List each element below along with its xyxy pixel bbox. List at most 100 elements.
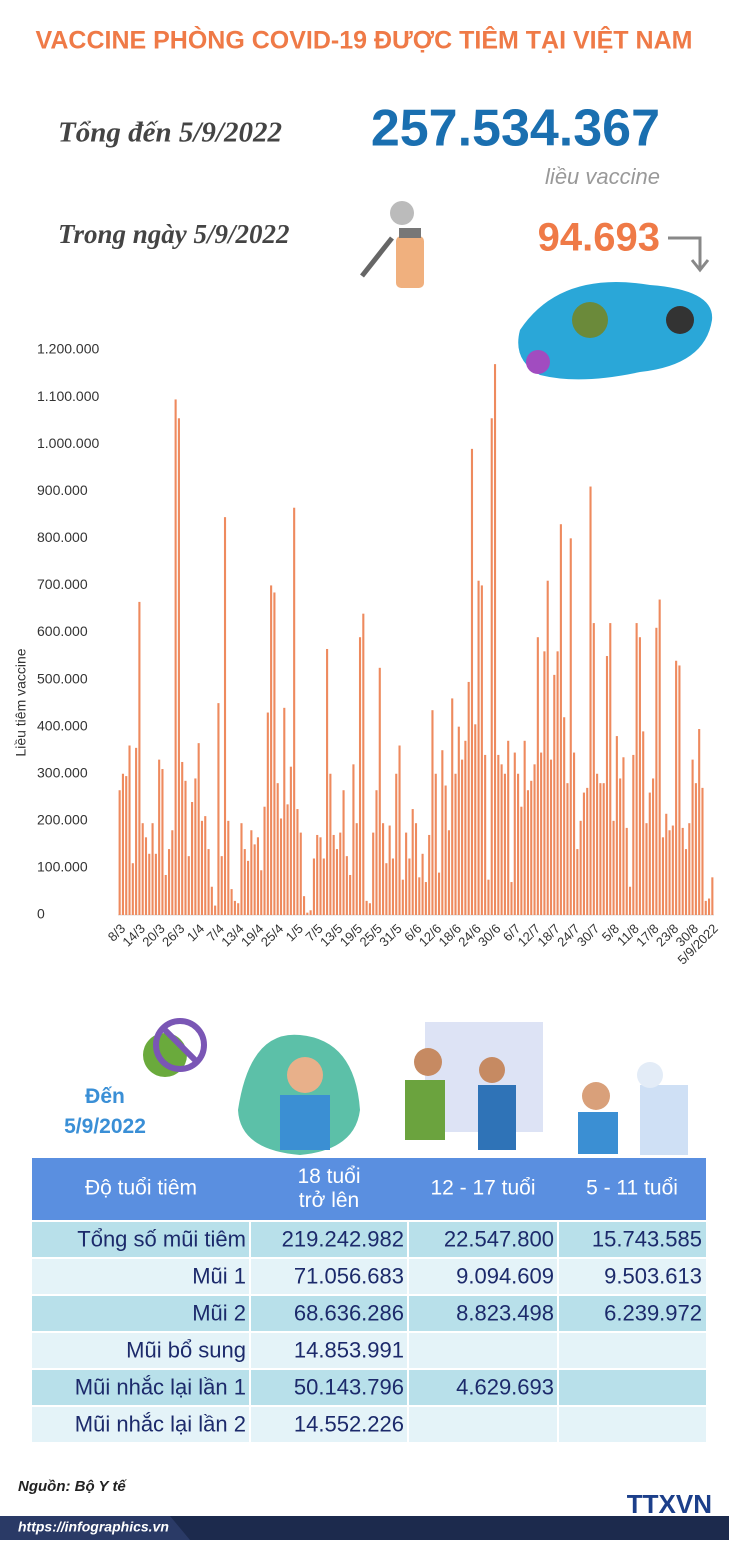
y-tick-label: 1.000.000: [37, 435, 99, 451]
bar: [665, 813, 668, 915]
bar: [444, 785, 447, 915]
bar: [553, 674, 556, 915]
bar: [457, 726, 460, 915]
y-tick-label: 700.000: [37, 576, 88, 592]
bar: [283, 707, 286, 915]
bar: [533, 764, 536, 915]
y-tick-label: 1.100.000: [37, 388, 99, 404]
y-tick-label: 1.200.000: [37, 341, 99, 357]
bar: [335, 849, 339, 915]
bar: [612, 820, 615, 915]
table-header-cell: 12 - 17 tuổi: [430, 1177, 535, 1200]
bar: [349, 874, 352, 915]
bar: [135, 747, 138, 915]
bar: [266, 712, 269, 915]
x-tick-label: 31/5: [376, 921, 405, 950]
bar: [708, 898, 711, 915]
bar: [658, 599, 661, 915]
bar: [487, 879, 490, 915]
bar: [240, 823, 243, 915]
bar: [418, 877, 421, 915]
bar: [385, 863, 388, 915]
bar: [197, 743, 200, 915]
table-cell: 219.242.982: [282, 1226, 404, 1251]
table-cell: 68.636.286: [294, 1300, 404, 1325]
table-row-bg: [32, 1407, 706, 1442]
bar: [398, 745, 401, 915]
bar: [596, 773, 599, 915]
table-header-bg: [32, 1158, 706, 1220]
bar: [503, 773, 506, 915]
bar: [316, 834, 319, 915]
bar: [200, 820, 204, 915]
bar: [493, 364, 497, 915]
doctor-illustration: [518, 282, 713, 380]
bar: [345, 856, 348, 915]
bar: [559, 524, 562, 915]
bar: [121, 773, 124, 915]
y-tick-label: 900.000: [37, 482, 88, 498]
bar: [408, 858, 411, 915]
bar: [470, 448, 474, 915]
bar: [187, 856, 190, 915]
bar: [217, 703, 220, 915]
bar: [704, 900, 707, 915]
table-header-cell: Độ tuổi tiêm: [85, 1177, 197, 1200]
bar: [164, 874, 167, 915]
table: Độ tuổi tiêm 18 tuổi trở lên 12 - 17 tuổi 5 …: [32, 1158, 706, 1442]
bar: [447, 830, 450, 915]
table-row-bg: [32, 1259, 706, 1294]
x-tick-label: 30/6: [475, 921, 504, 950]
bar: [671, 825, 674, 915]
bar: [513, 752, 516, 915]
bar: [635, 623, 638, 915]
bar: [477, 580, 480, 915]
bar: [144, 837, 148, 915]
bar: [309, 910, 312, 915]
table-header-cell: 18 tuổi trở lên: [297, 1165, 360, 1212]
y-tick-label: 400.000: [37, 717, 88, 733]
table-row-label: Mũi 2: [192, 1300, 246, 1325]
table-cell: 50.143.796: [294, 1374, 404, 1399]
bar: [698, 729, 701, 915]
total-unit: liều vaccine: [545, 164, 660, 189]
bar: [711, 877, 714, 915]
bar: [319, 837, 322, 915]
bar: [490, 418, 493, 915]
bar: [276, 783, 279, 915]
bar: [592, 623, 595, 915]
y-tick-label: 500.000: [37, 670, 88, 686]
bar: [582, 792, 585, 915]
bar: [181, 761, 184, 915]
bar: [207, 849, 210, 915]
bar: [467, 681, 470, 915]
bar: [563, 717, 566, 915]
bar: [536, 637, 539, 915]
bar: [642, 731, 645, 915]
bar: [167, 849, 171, 915]
table-cell: 9.094.609: [456, 1263, 554, 1288]
y-tick-label: 100.000: [37, 859, 88, 875]
bar: [599, 783, 602, 915]
bar: [293, 507, 296, 915]
bar: [355, 823, 358, 915]
bar: [411, 809, 414, 915]
bar: [632, 754, 635, 915]
table-row-bg: [32, 1370, 706, 1405]
bar: [668, 830, 671, 915]
people-illustration: [238, 1022, 688, 1155]
bar: [250, 830, 253, 915]
bar: [461, 759, 464, 915]
table-header-cell: 5 - 11 tuổi: [586, 1177, 678, 1200]
bar: [260, 870, 263, 915]
table-cell: 15.743.585: [592, 1226, 702, 1251]
day-value: 94.693: [538, 216, 660, 260]
bar: [681, 827, 684, 915]
y-tick-label: 800.000: [37, 529, 88, 545]
bar: [342, 790, 345, 915]
bar: [220, 856, 223, 915]
y-tick-label: 300.000: [37, 764, 88, 780]
bar: [233, 900, 236, 915]
bar: [161, 769, 164, 915]
